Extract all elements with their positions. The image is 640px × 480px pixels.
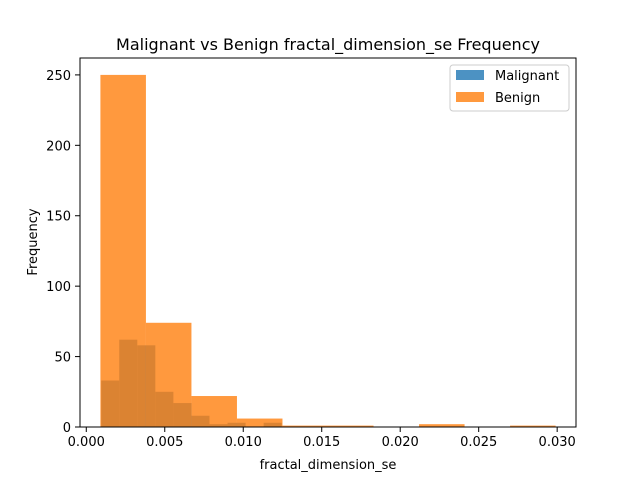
- x-tick-label: 0.010: [225, 435, 262, 450]
- x-tick-label: 0.015: [303, 435, 340, 450]
- bar-benign-1: [145, 322, 192, 427]
- y-axis-label: Frequency: [26, 208, 41, 275]
- bar-benign-9: [510, 425, 556, 427]
- y-tick-label: 50: [54, 351, 71, 366]
- y-axis-ticks: 0 50 100 150 200 250: [46, 69, 80, 436]
- y-tick-label: 0: [63, 421, 71, 436]
- x-tick-label: 0.025: [460, 435, 497, 450]
- bar-benign-3: [236, 418, 283, 427]
- legend: Malignant Benign: [449, 64, 570, 112]
- x-tick-label: 0.005: [146, 435, 183, 450]
- x-tick-label: 0.000: [68, 435, 105, 450]
- legend-swatch-malignant: [456, 70, 484, 80]
- legend-swatch-benign: [456, 92, 484, 102]
- bar-benign-4: [282, 425, 328, 427]
- y-tick-label: 150: [46, 210, 71, 225]
- bar-benign-0: [100, 74, 146, 428]
- bar-benign-5: [328, 425, 374, 427]
- legend-label-malignant: Malignant: [495, 69, 559, 84]
- x-axis-label: fractal_dimension_se: [260, 458, 397, 473]
- bars-layer: [100, 74, 556, 428]
- x-tick-label: 0.020: [382, 435, 419, 450]
- y-tick-label: 200: [46, 139, 71, 154]
- bar-benign-2: [191, 396, 237, 427]
- legend-label-benign: Benign: [495, 91, 540, 106]
- y-tick-label: 250: [46, 69, 71, 84]
- x-tick-label: 0.030: [539, 435, 576, 450]
- y-tick-label: 100: [46, 280, 71, 295]
- bar-benign-7: [419, 424, 465, 427]
- chart-title: Malignant vs Benign fractal_dimension_se…: [116, 35, 540, 55]
- plot-frame: [79, 57, 577, 428]
- x-axis-ticks: 0.000 0.005 0.010 0.015 0.020 0.025 0.030: [68, 427, 576, 450]
